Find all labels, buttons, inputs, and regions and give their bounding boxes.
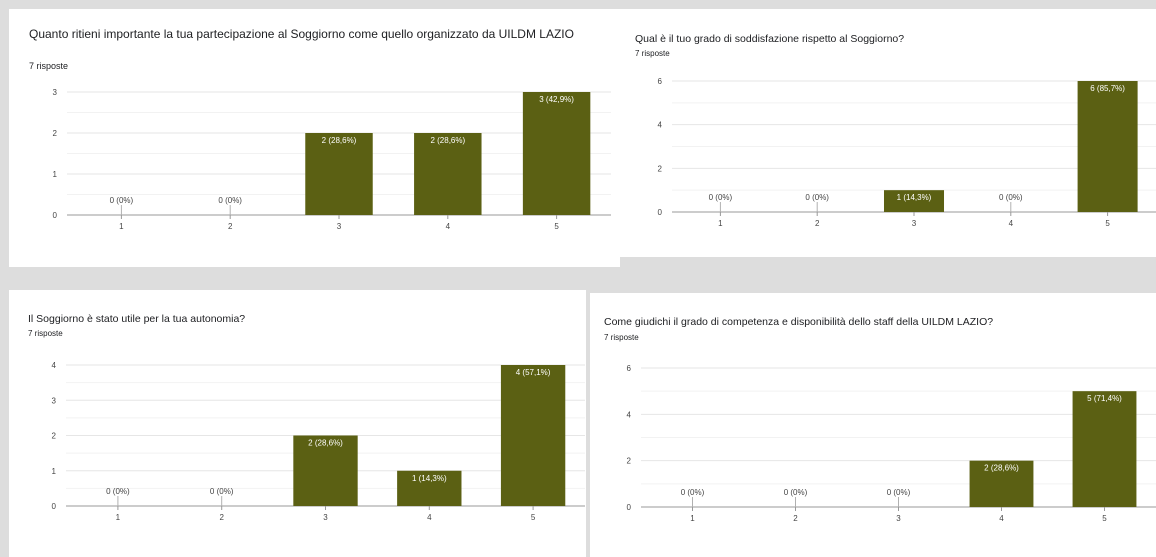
data-label: 2 (28,6%) [322,136,357,145]
data-label: 0 (0%) [784,488,808,497]
y-tick-label: 2 [53,129,58,138]
bar [293,435,358,506]
bar [397,470,462,506]
x-tick-label: 3 [337,222,342,231]
x-tick-label: 4 [1009,219,1014,228]
data-label: 0 (0%) [887,488,911,497]
x-tick-label: 3 [323,513,328,522]
chart-card-importance: Quanto ritieni importante la tua parteci… [9,9,620,267]
data-label: 1 (14,3%) [412,474,447,483]
chart-title: Quanto ritieni importante la tua parteci… [29,27,574,41]
data-label: 0 (0%) [681,488,705,497]
bar [883,190,945,212]
y-tick-label: 4 [627,410,632,419]
x-tick-label: 4 [999,514,1004,523]
response-count: 7 risposte [29,61,69,71]
y-tick-label: 6 [658,77,663,86]
y-tick-label: 0 [53,211,58,220]
y-tick-label: 6 [627,364,632,373]
x-tick-label: 1 [119,222,124,231]
x-tick-label: 4 [446,222,451,231]
x-tick-label: 2 [793,514,798,523]
y-tick-label: 1 [53,170,58,179]
data-label: 0 (0%) [110,196,134,205]
x-tick-label: 5 [554,222,559,231]
data-label: 2 (28,6%) [984,464,1019,473]
data-label: 0 (0%) [999,193,1023,202]
chart-title: Il Soggiorno è stato utile per la tua au… [28,313,246,325]
x-tick-label: 5 [1105,219,1110,228]
response-count: 7 risposte [604,333,639,342]
x-tick-label: 1 [718,219,723,228]
data-label: 0 (0%) [805,193,829,202]
y-tick-label: 0 [658,208,663,217]
bar [1072,391,1137,507]
data-label: 2 (28,6%) [308,439,343,448]
bar [969,460,1034,507]
data-label: 4 (57,1%) [516,368,551,377]
chart-card-autonomy: Il Soggiorno è stato utile per la tua au… [9,290,586,557]
chart-title: Qual è il tuo grado di soddisfazione ris… [635,33,905,45]
bar-chart-autonomy: 0 1 2 3 4 1 0 (0%) 2 0 (0%) 3 2 (28,6%) 4 1 (14,3%) 5… [52,361,585,522]
y-tick-label: 4 [658,121,663,130]
data-label: 0 (0%) [218,196,242,205]
bar [500,365,566,506]
data-label: 0 (0%) [210,487,234,496]
data-label: 3 (42,9%) [539,95,574,104]
chart-card-satisfaction: Qual è il tuo grado di soddisfazione ris… [620,9,1156,257]
bar [414,133,482,215]
x-tick-label: 4 [427,513,432,522]
y-tick-label: 2 [658,164,663,173]
x-tick-label: 3 [912,219,917,228]
x-tick-label: 3 [896,514,901,523]
response-count: 7 risposte [635,49,670,58]
y-tick-label: 2 [52,432,57,441]
y-tick-label: 0 [52,502,57,511]
x-tick-label: 2 [219,513,224,522]
bar [1077,81,1138,212]
x-tick-label: 5 [1102,514,1107,523]
y-tick-label: 4 [52,361,57,370]
data-label: 0 (0%) [106,487,130,496]
chart-card-staff: Come giudichi il grado di competenza e d… [590,293,1156,557]
bar-chart-staff: 0 2 4 6 1 0 (0%) 2 0 (0%) 3 0 (0%) 4 2 (28,6%) 5 5 (7… [627,364,1156,523]
data-label: 5 (71,4%) [1087,394,1122,403]
bar-chart-importance: 0 1 2 3 1 0 (0%) 2 0 (0%) 3 2 (28,6%) 4 2 (28,6%) 5 3… [53,88,611,231]
y-tick-label: 1 [52,467,57,476]
bar-chart-satisfaction: 0 2 4 6 1 0 (0%) 2 0 (0%) 3 1 (14,3%) 4 0 (0%) 5 6 (8… [658,77,1156,228]
y-tick-label: 2 [627,457,632,466]
x-tick-label: 5 [531,513,536,522]
y-tick-label: 0 [627,503,632,512]
x-tick-label: 1 [116,513,121,522]
x-tick-label: 2 [815,219,820,228]
data-label: 1 (14,3%) [897,193,932,202]
bar [305,133,373,215]
data-label: 2 (28,6%) [430,136,465,145]
data-label: 6 (85,7%) [1090,84,1125,93]
data-label: 0 (0%) [709,193,733,202]
x-tick-label: 2 [228,222,233,231]
y-tick-label: 3 [52,396,57,405]
response-count: 7 risposte [28,329,63,338]
x-tick-label: 1 [690,514,695,523]
chart-title: Come giudichi il grado di competenza e d… [604,316,994,328]
bar [522,92,591,215]
y-tick-label: 3 [53,88,58,97]
